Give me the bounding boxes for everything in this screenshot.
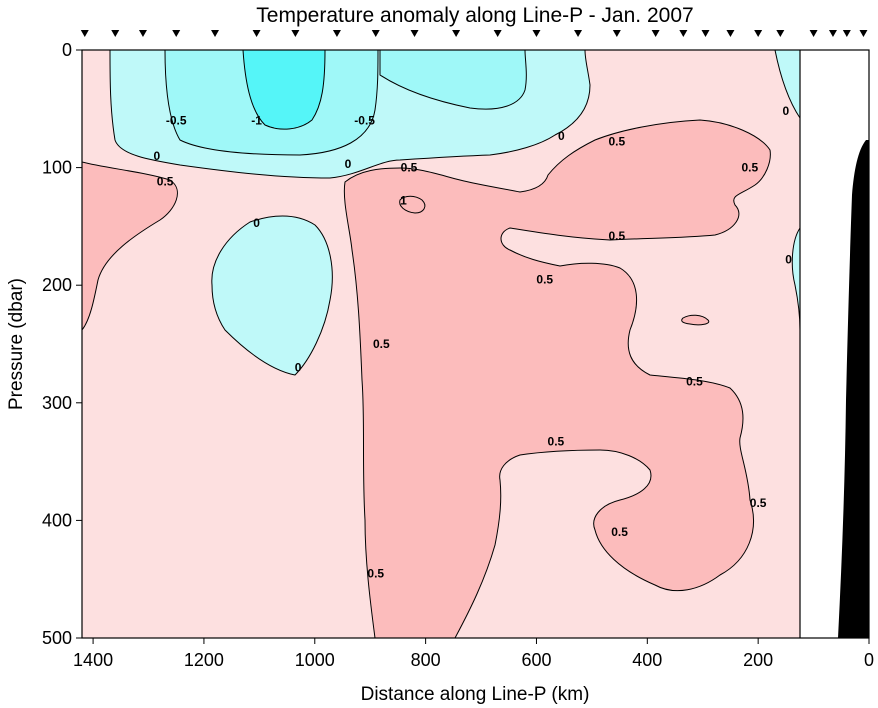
- x-axis: 1400 1200 1000 800 600 400 200 0: [73, 638, 874, 670]
- x-tick-label: 1400: [73, 650, 113, 670]
- x-tick-label: 0: [864, 650, 874, 670]
- station-marker: [842, 30, 851, 37]
- contour-label: -0.5: [354, 114, 375, 128]
- station-marker: [828, 30, 837, 37]
- contour-label: 0: [783, 104, 790, 118]
- warm-core-one: [399, 195, 426, 214]
- station-marker: [332, 30, 341, 37]
- contour-label-layer: -0.5 -1 -0.5 0 0.5 0 0.5 1 0 0.5 0.5 0 0.5 0 0 0.5 0.5 0 0…: [153, 104, 792, 580]
- contour-label: 0.5: [536, 272, 553, 286]
- chart-title: Temperature anomaly along Line-P - Jan. …: [256, 4, 693, 27]
- station-marker: [532, 30, 541, 37]
- contour-label: 0.5: [548, 435, 565, 449]
- plot-frame: [81, 49, 870, 639]
- station-marker: [612, 30, 621, 37]
- station-marker: [701, 30, 710, 37]
- contour-label: -0.5: [166, 114, 187, 128]
- contour-label: 0: [345, 157, 352, 171]
- contour-label: -1: [251, 114, 262, 128]
- contour-label: 0.5: [608, 229, 625, 243]
- contour-label: 0: [295, 361, 302, 375]
- x-tick-label: 1000: [295, 650, 335, 670]
- contour-label: 0.5: [401, 161, 418, 175]
- contour-label: 0: [558, 129, 565, 143]
- station-marker: [291, 30, 300, 37]
- x-tick-label: 800: [411, 650, 441, 670]
- station-marker: [172, 30, 181, 37]
- station-marker: [651, 30, 660, 37]
- station-marker: [452, 30, 461, 37]
- contour-label: 0.5: [750, 496, 767, 510]
- cold-lens-subsurface: [211, 215, 333, 376]
- station-marker: [410, 30, 419, 37]
- station-marker: [574, 30, 583, 37]
- contour-label: 0.5: [686, 375, 703, 389]
- y-tick-label: 200: [42, 275, 72, 295]
- warm-region-central: [343, 119, 771, 638]
- y-axis-title: Pressure (dbar): [6, 278, 27, 410]
- warm-region-east-small: [681, 314, 710, 326]
- station-marker: [138, 30, 147, 37]
- contour-label: 0.5: [157, 175, 174, 189]
- x-tick-label: 400: [632, 650, 662, 670]
- station-marker: [493, 30, 502, 37]
- plot-area: [82, 50, 869, 638]
- contour-label: 0.5: [367, 566, 384, 580]
- cold-region-minus-half-east: [379, 50, 527, 110]
- station-marker-layer: [80, 30, 868, 37]
- contour-label: 0.5: [608, 135, 625, 149]
- contour-label: 0: [785, 252, 792, 266]
- y-tick-label: 100: [42, 158, 72, 178]
- station-marker: [111, 30, 120, 37]
- topography: [838, 140, 869, 638]
- y-tick-label: 0: [62, 40, 72, 60]
- station-marker: [679, 30, 688, 37]
- y-tick-label: 500: [42, 628, 72, 648]
- y-tick-label: 300: [42, 393, 72, 413]
- warm-region-west: [82, 161, 178, 331]
- station-marker: [859, 30, 868, 37]
- station-marker: [252, 30, 261, 37]
- contour-label: 0.5: [741, 161, 758, 175]
- contour-label: 0.5: [611, 525, 628, 539]
- station-marker: [754, 30, 763, 37]
- y-tick-label: 400: [42, 510, 72, 530]
- station-marker: [80, 30, 89, 37]
- station-marker: [726, 30, 735, 37]
- x-tick-label: 200: [743, 650, 773, 670]
- station-marker: [211, 30, 220, 37]
- station-marker: [809, 30, 818, 37]
- contour-label: 0: [153, 149, 160, 163]
- x-axis-title: Distance along Line-P (km): [361, 684, 590, 705]
- y-axis: 0 100 200 300 400 500: [42, 40, 82, 648]
- station-marker: [371, 30, 380, 37]
- station-marker: [776, 30, 785, 37]
- x-tick-label: 600: [521, 650, 551, 670]
- contour-label: 0: [253, 216, 260, 230]
- x-tick-label: 1200: [184, 650, 224, 670]
- contour-label: 0.5: [373, 337, 390, 351]
- contour-label: 1: [400, 194, 407, 208]
- cold-core-minus-one: [242, 50, 326, 130]
